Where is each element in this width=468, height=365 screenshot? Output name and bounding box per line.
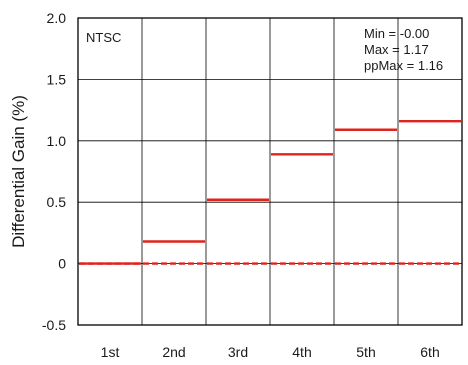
x-tick-label: 1st [101,344,120,360]
x-tick-label: 2nd [162,344,185,360]
x-tick-label: 3rd [228,344,248,360]
y-tick-label: 1.5 [47,71,67,87]
series-layer [79,119,461,265]
y-axis-label: Differential Gain (%) [9,95,28,248]
y-tick-label: -0.5 [42,317,66,333]
stats-line: Min = -0.00 [364,26,429,41]
y-tick-label: 2.0 [47,10,67,26]
y-tick-label: 1.0 [47,133,67,149]
x-tick-label: 6th [420,344,439,360]
plot-frame [77,17,463,326]
y-tick-label: 0 [58,256,66,272]
grid [78,18,462,325]
y-tick-label: 0.5 [47,194,67,210]
x-tick-labels: 1st 2nd 3rd 4th 5th 6th [101,344,440,360]
stats-line: ppMax = 1.16 [364,58,443,73]
x-tick-label: 5th [356,344,375,360]
y-tick-labels: 2.0 1.5 1.0 0.5 0 -0.5 [42,10,66,333]
stats-line: Max = 1.17 [364,42,429,57]
x-tick-label: 4th [292,344,311,360]
standard-label: NTSC [86,30,121,45]
